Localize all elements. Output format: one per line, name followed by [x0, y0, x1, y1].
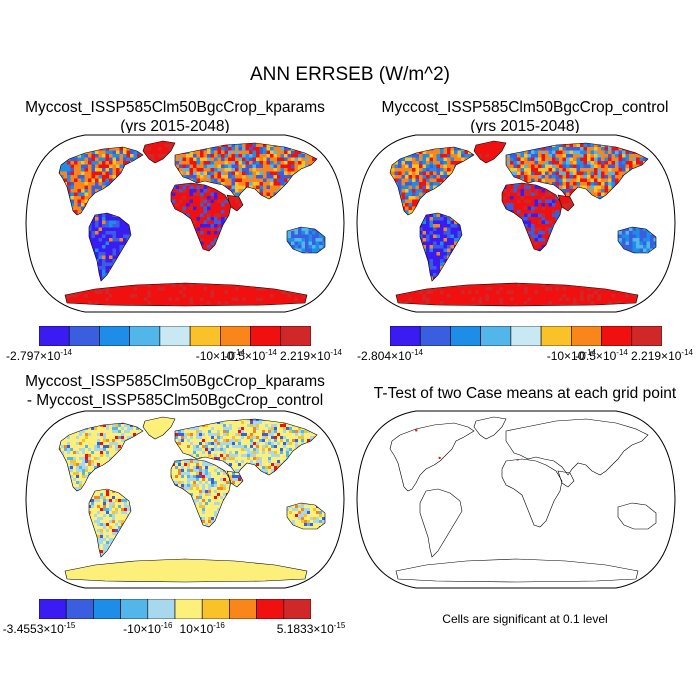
panel-4-map [356, 409, 676, 590]
colorbar-label-exponent: -15 [334, 621, 346, 630]
panel-4-title: T-Test of two Case means at each grid po… [350, 384, 700, 403]
colorbar-label-times: ×10 [313, 622, 333, 636]
panel-3-title-line1: Myccost_ISSP585Clm50BgcCrop_kparams [0, 372, 350, 391]
colorbar-swatch [284, 599, 311, 619]
colorbar-swatch [281, 326, 311, 346]
panel-1-title-line1: Myccost_ISSP585Clm50BgcCrop_kparams [0, 98, 350, 117]
panel-3-map [25, 409, 345, 590]
panel-2-title-line1: Myccost_ISSP585Clm50BgcCrop_control [350, 98, 700, 117]
colorbar-swatch [481, 326, 511, 346]
colorbar-label-times: ×10 [661, 349, 681, 363]
colorbar-label-mantissa: -10 [196, 349, 213, 363]
colorbar-label-times: ×10 [245, 349, 265, 363]
colorbar-swatch [66, 599, 93, 619]
colorbar-label-exponent: -14 [330, 348, 342, 357]
colorbar-swatch [99, 326, 129, 346]
colorbar-swatch [202, 599, 229, 619]
colorbar-swatch [220, 326, 250, 346]
panel-3-title-line2: - Myccost_ISSP585Clm50BgcCrop_control [0, 391, 350, 410]
panel-1-map [25, 133, 345, 314]
colorbar-swatch [632, 326, 662, 346]
colorbar-label-mantissa: 10 [180, 622, 193, 636]
colorbar-swatch [175, 599, 202, 619]
colorbar-swatch [571, 326, 601, 346]
colorbar-swatch [511, 326, 541, 346]
significance-note: Cells are significant at 0.1 level [350, 612, 700, 626]
colorbar-label-mantissa: -0.5 [575, 349, 596, 363]
panel-1-colorbar [39, 326, 311, 346]
colorbar-label: -0.5×10-14 [575, 348, 628, 363]
colorbar-swatch [229, 599, 256, 619]
colorbar-label-times: ×10 [40, 349, 60, 363]
colorbar-swatch [602, 326, 632, 346]
colorbar-swatch [39, 599, 66, 619]
colorbar-label-exponent: -16 [213, 621, 225, 630]
colorbar-label: -2.797×10-14 [6, 348, 72, 363]
colorbar-label-exponent: -15 [64, 621, 76, 630]
colorbar-swatch [251, 326, 281, 346]
colorbar-label-times: ×10 [193, 622, 213, 636]
colorbar-label-mantissa: -10 [123, 622, 140, 636]
panel-2-colorbar [390, 326, 662, 346]
panel-3-title: Myccost_ISSP585Clm50BgcCrop_kparams - My… [0, 372, 350, 410]
colorbar-swatch [190, 326, 220, 346]
colorbar-label-mantissa: -0.5 [224, 349, 245, 363]
colorbar-label-times: ×10 [141, 622, 161, 636]
colorbar-label-times: ×10 [43, 622, 63, 636]
colorbar-label-mantissa: 2.219 [631, 349, 661, 363]
colorbar-label-exponent: -14 [616, 348, 628, 357]
colorbar-label: -3.4553×10-15 [3, 621, 76, 636]
colorbar-label-mantissa: 5.1833 [277, 622, 314, 636]
colorbar-swatch [541, 326, 571, 346]
colorbar-swatch [450, 326, 480, 346]
colorbar-label: -2.804×10-14 [357, 348, 423, 363]
colorbar-label-mantissa: -3.4553 [3, 622, 44, 636]
colorbar-label-exponent: -14 [60, 348, 72, 357]
colorbar-label-times: ×10 [596, 349, 616, 363]
panel-2-title: Myccost_ISSP585Clm50BgcCrop_control (yrs… [350, 98, 700, 136]
colorbar-label: 10×10-16 [180, 621, 225, 636]
figure-title: ANN ERRSEB (W/m^2) [0, 64, 700, 86]
colorbar-label-exponent: -16 [161, 621, 173, 630]
colorbar-label-exponent: -14 [411, 348, 423, 357]
colorbar-swatch [130, 326, 160, 346]
colorbar-swatch [390, 326, 420, 346]
colorbar-label-mantissa: 2.219 [280, 349, 310, 363]
colorbar-swatch [257, 599, 284, 619]
panel-4-title-line1: T-Test of two Case means at each grid po… [350, 384, 700, 403]
colorbar-label: 2.219×10-14 [631, 348, 693, 363]
colorbar-label-mantissa: -2.804 [357, 349, 391, 363]
panel-3-colorbar [39, 599, 311, 619]
panel-1-title: Myccost_ISSP585Clm50BgcCrop_kparams (yrs… [0, 98, 350, 136]
colorbar-label: -10×10-16 [123, 621, 172, 636]
colorbar-label-times: ×10 [310, 349, 330, 363]
colorbar-label-exponent: -14 [681, 348, 693, 357]
colorbar-label-exponent: -14 [265, 348, 277, 357]
colorbar-swatch [121, 599, 148, 619]
colorbar-label: 5.1833×10-15 [277, 621, 346, 636]
colorbar-label-times: ×10 [391, 349, 411, 363]
colorbar-label-mantissa: -10 [547, 349, 564, 363]
panel-2-map [356, 133, 676, 314]
colorbar-swatch [93, 599, 120, 619]
colorbar-label: -0.5×10-14 [224, 348, 277, 363]
colorbar-label-mantissa: -2.797 [6, 349, 40, 363]
colorbar-swatch [69, 326, 99, 346]
colorbar-swatch [39, 326, 69, 346]
colorbar-swatch [148, 599, 175, 619]
colorbar-label: 2.219×10-14 [280, 348, 342, 363]
colorbar-swatch [420, 326, 450, 346]
colorbar-swatch [160, 326, 190, 346]
